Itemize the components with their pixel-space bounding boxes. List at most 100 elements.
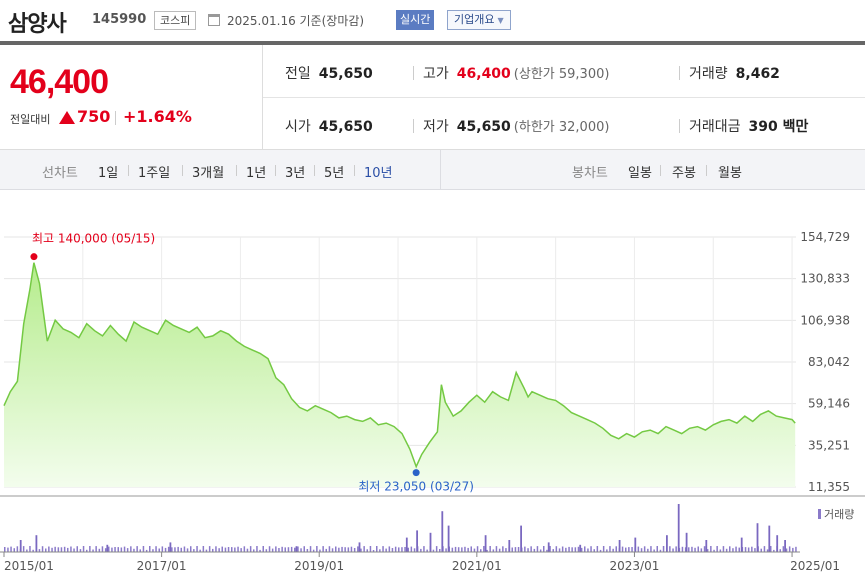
volume-bar (579, 544, 582, 552)
line-chart-label: 선차트 (42, 166, 78, 181)
volume-bar (470, 546, 472, 552)
volume-bar (776, 535, 779, 552)
volume-bar (136, 546, 138, 552)
volume-bar (171, 547, 173, 552)
volume-bar (659, 549, 662, 552)
stat-separator (679, 66, 680, 80)
volume-bar (476, 546, 479, 552)
tab-1y[interactable]: 1년 (246, 166, 267, 181)
volume-bar (792, 547, 794, 552)
volume-bar (484, 535, 487, 552)
volume-bar (795, 546, 797, 552)
volume-bar (350, 546, 353, 552)
volume-bar (669, 546, 671, 552)
volume-bar (747, 547, 750, 552)
volume-bar (602, 546, 605, 552)
tab-1w[interactable]: 1주일 (138, 166, 171, 181)
stat-label: 전일 (285, 66, 311, 82)
volume-bar (303, 546, 305, 552)
volume-bar (101, 546, 104, 552)
volume-bar (447, 525, 450, 552)
volume-bar (167, 546, 170, 552)
volume-bar (577, 546, 580, 552)
volume-bar (123, 546, 126, 552)
volume-bar (568, 546, 570, 552)
volume-bar (231, 547, 233, 552)
volume-bar (420, 548, 422, 552)
stat-prev-close: 전일 45,650 (285, 63, 373, 83)
volume-bar (300, 548, 302, 552)
tab-3m[interactable]: 3개월 (192, 166, 225, 181)
volume-bar (423, 546, 425, 552)
volume-bar (634, 537, 637, 552)
volume-bar (760, 548, 762, 552)
tab-1d[interactable]: 1일 (98, 166, 119, 181)
volume-bar (555, 546, 558, 552)
volume-bar (45, 548, 47, 552)
x-tick-label: 2015/01 (4, 559, 54, 573)
volume-bar (394, 546, 397, 552)
volume-bar (539, 549, 542, 552)
volume-bar (369, 546, 372, 552)
volume-bar (106, 544, 109, 552)
volume-bar (405, 537, 408, 552)
volume-bar (86, 549, 88, 552)
company-info-button[interactable]: 기업개요 ▼ (447, 10, 511, 30)
volume-bar (202, 546, 205, 552)
price-box: 46,400 전일대비 750 +1.64% (0, 45, 263, 150)
volume-bar (738, 547, 740, 552)
volume-bar (426, 549, 428, 552)
realtime-button[interactable]: 실시간 (396, 10, 435, 30)
tab-5y[interactable]: 5년 (324, 166, 345, 181)
volume-bar (596, 546, 599, 552)
tab-weekly[interactable]: 주봉 (672, 166, 696, 181)
volume-bar (287, 547, 290, 552)
calendar-icon (208, 14, 220, 26)
volume-bar (410, 546, 413, 552)
tab-separator (182, 165, 183, 176)
volume-bar (347, 547, 350, 552)
volume-bar (278, 548, 280, 552)
tab-daily[interactable]: 일봉 (628, 166, 652, 181)
volume-bar (63, 546, 66, 552)
volume-bar (76, 546, 78, 552)
stat-value: 390 백만 (748, 119, 809, 135)
volume-bar (445, 548, 447, 552)
tabs-divider (440, 150, 441, 190)
volume-bar (177, 546, 179, 552)
volume-bar (609, 546, 611, 552)
volume-bar (145, 549, 148, 552)
volume-bar (89, 546, 91, 552)
volume-bar (785, 548, 788, 552)
volume-bar (599, 549, 602, 552)
volume-bar (719, 549, 722, 552)
volume-bar (530, 546, 532, 552)
volume-bar (224, 547, 227, 552)
volume-bar (788, 546, 791, 552)
header-divider (0, 41, 865, 45)
volume-bar (227, 547, 230, 552)
volume-bar (754, 548, 756, 552)
volume-bar (335, 546, 337, 552)
volume-bar (407, 547, 409, 552)
volume-bar (199, 549, 201, 552)
volume-bar (549, 546, 551, 552)
volume-bar (740, 537, 743, 552)
volume-bar (729, 546, 731, 552)
price-change-pct: +1.64% (123, 107, 192, 126)
volume-bar (104, 548, 107, 552)
tab-3y[interactable]: 3년 (285, 166, 306, 181)
tab-10y[interactable]: 10년 (364, 166, 393, 181)
candle-chart-label: 봉차트 (572, 166, 608, 181)
volume-bar (142, 546, 145, 552)
volume-bar (429, 532, 432, 552)
tab-separator (275, 165, 276, 176)
volume-bar (486, 549, 488, 552)
volume-bar (763, 546, 766, 552)
volume-bar (295, 546, 298, 552)
stat-sub: (상한가 59,300) (513, 67, 610, 82)
price-chart: 154,729 130,833 106,938 83,042 59,146 35,251 1… (0, 230, 865, 573)
stat-value: 45,650 (318, 66, 373, 82)
change-label: 전일대비 (10, 113, 51, 126)
tab-monthly[interactable]: 월봉 (718, 166, 742, 181)
